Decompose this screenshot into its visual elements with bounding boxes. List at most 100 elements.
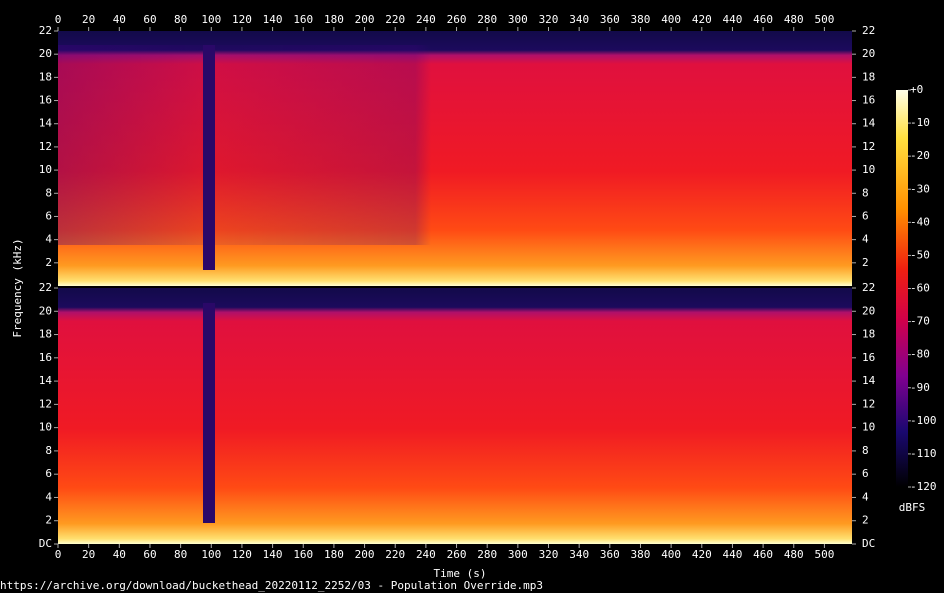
colorbar-tick-label: -60 [910, 282, 930, 295]
x-tick-label: 0 [55, 548, 62, 561]
y-tick-label: 4 [862, 490, 869, 503]
y-tick-label: 8 [862, 186, 869, 199]
x-tick-label: 60 [143, 548, 156, 561]
x-tick-label: 180 [324, 548, 344, 561]
x-axis-label: Time (s) [434, 567, 487, 580]
colorbar-tick-label: -70 [910, 315, 930, 328]
x-tick-label: 260 [447, 548, 467, 561]
colorbar-tick-label: -10 [910, 116, 930, 129]
x-tick-label: 460 [753, 548, 773, 561]
x-tick-label: 500 [814, 548, 834, 561]
colorbar-tick-label: -40 [910, 215, 930, 228]
x-tick-label: 420 [692, 548, 712, 561]
y-tick-label: 6 [45, 467, 52, 480]
y-tick-label: 20 [862, 47, 875, 60]
x-tick-label: 300 [508, 13, 528, 26]
x-tick-label: 440 [723, 548, 743, 561]
y-tick-label: 10 [39, 163, 52, 176]
y-tick-label: 10 [862, 163, 875, 176]
y-tick-label: 14 [39, 117, 53, 130]
x-tick-label: 500 [814, 13, 834, 26]
y-tick-label: 6 [45, 209, 52, 222]
y-tick-label: 6 [862, 209, 869, 222]
y-tick-label: 14 [39, 374, 53, 387]
x-tick-label: 280 [477, 548, 497, 561]
colorbar-tick-label: -20 [910, 149, 930, 162]
y-tick-label: 16 [862, 351, 875, 364]
x-tick-label: 340 [569, 548, 589, 561]
x-tick-label: 40 [113, 548, 126, 561]
colorbar-tick-label: -30 [910, 182, 930, 195]
y-axis-label: Frequency (kHz) [11, 238, 24, 337]
x-tick-label: 200 [355, 13, 375, 26]
colorbar-tick-label: +0 [910, 83, 923, 96]
quiet-band [203, 303, 215, 523]
x-tick-label: 120 [232, 13, 252, 26]
y-tick-label: 10 [862, 421, 875, 434]
y-tick-label: 22 [862, 281, 875, 294]
x-tick-label: 480 [784, 548, 804, 561]
y-tick-label: 8 [862, 444, 869, 457]
x-tick-label: 380 [631, 13, 651, 26]
y-tick-label: 2 [862, 256, 869, 269]
x-tick-label: 280 [477, 13, 497, 26]
colorbar-tick-label: -100 [910, 414, 937, 427]
x-tick-label: 160 [293, 13, 313, 26]
y-tick-label: 8 [45, 444, 52, 457]
x-tick-label: 460 [753, 13, 773, 26]
x-tick-label: 240 [416, 548, 436, 561]
y-tick-label: 18 [862, 70, 875, 83]
x-tick-label: 160 [293, 548, 313, 561]
y-tick-label: 2 [45, 256, 52, 269]
x-tick-label: 260 [447, 13, 467, 26]
y-tick-label: 2 [862, 514, 869, 527]
y-tick-label: 4 [45, 233, 52, 246]
footer: https://archive.org/download/buckethead_… [0, 579, 543, 592]
x-tick-label: 140 [263, 548, 283, 561]
colorbar-tick-label: -50 [910, 248, 930, 261]
y-tick-label: 22 [39, 24, 52, 37]
x-tick-label: 480 [784, 13, 804, 26]
x-tick-label: 20 [82, 13, 95, 26]
y-tick-label: 22 [39, 281, 52, 294]
colorbar [896, 90, 908, 487]
y-tick-label: 6 [862, 467, 869, 480]
x-tick-label: 360 [600, 13, 620, 26]
x-tick-label: 140 [263, 13, 283, 26]
x-tick-label: 400 [661, 13, 681, 26]
x-tick-label: 220 [385, 13, 405, 26]
x-tick-label: 0 [55, 13, 62, 26]
x-tick-label: 100 [201, 13, 221, 26]
y-tick-label: 12 [862, 140, 875, 153]
spectrogram-bottom [58, 288, 852, 544]
y-tick-label: 22 [862, 24, 875, 37]
x-tick-label: 120 [232, 548, 252, 561]
colorbar-label: dBFS [899, 501, 926, 514]
y-tick-label: 12 [39, 140, 52, 153]
colorbar-tick-label: -90 [910, 381, 930, 394]
colorbar-tick-label: -80 [910, 348, 930, 361]
y-tick-label: 4 [45, 490, 52, 503]
y-tick-label: 12 [862, 397, 875, 410]
x-tick-label: 200 [355, 548, 375, 561]
x-tick-label: 20 [82, 548, 95, 561]
x-tick-label: 80 [174, 548, 187, 561]
shade [58, 45, 852, 245]
y-tick-label: 8 [45, 186, 52, 199]
colorbar-tick-label: -120 [910, 480, 937, 493]
x-tick-label: 300 [508, 548, 528, 561]
x-tick-label: 440 [723, 13, 743, 26]
colorbar-tick-label: -110 [910, 447, 937, 460]
y-tick-label: 18 [39, 328, 52, 341]
y-tick-label: 14 [862, 117, 876, 130]
y-tick-label: DC [39, 537, 52, 550]
y-tick-label: 20 [39, 304, 52, 317]
x-tick-label: 180 [324, 13, 344, 26]
x-tick-label: 320 [539, 13, 559, 26]
y-tick-label: 20 [39, 47, 52, 60]
spectrum [58, 288, 852, 544]
spectrogram-top [58, 31, 852, 286]
y-tick-label: 12 [39, 397, 52, 410]
x-tick-label: 340 [569, 13, 589, 26]
